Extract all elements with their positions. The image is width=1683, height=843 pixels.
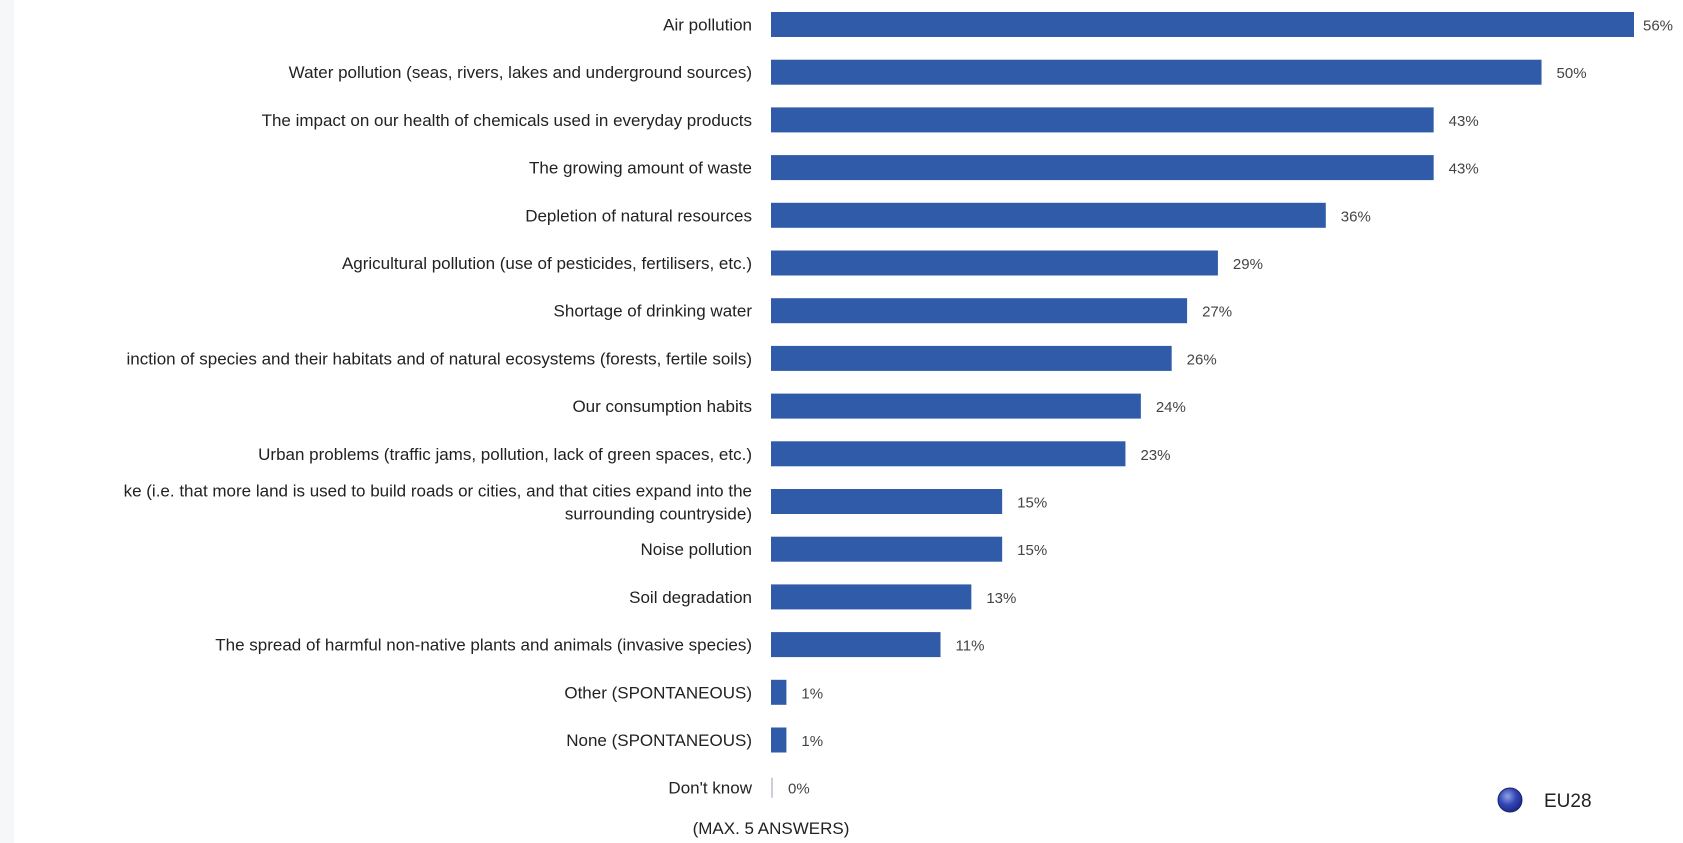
category-label: Noise pollution bbox=[640, 540, 752, 559]
bar bbox=[771, 251, 1218, 276]
value-label: 1% bbox=[801, 733, 823, 750]
bar bbox=[771, 632, 941, 657]
category-label: inction of species and their habitats an… bbox=[126, 349, 752, 368]
bar bbox=[771, 441, 1125, 466]
value-label: 13% bbox=[986, 590, 1016, 607]
category-label: Urban problems (traffic jams, pollution,… bbox=[258, 445, 752, 464]
footnote: (MAX. 5 ANSWERS) bbox=[693, 819, 850, 838]
category-label: Agricultural pollution (use of pesticide… bbox=[342, 254, 752, 273]
value-label: 26% bbox=[1187, 351, 1217, 368]
bar bbox=[771, 728, 786, 753]
value-label: 29% bbox=[1233, 256, 1263, 273]
category-label: The spread of harmful non-native plants … bbox=[215, 636, 752, 655]
bar bbox=[771, 155, 1434, 180]
legend-swatch-eu28 bbox=[1498, 788, 1522, 812]
category-label: The impact on our health of chemicals us… bbox=[262, 111, 752, 130]
category-label: None (SPONTANEOUS) bbox=[566, 731, 752, 750]
category-label: Other (SPONTANEOUS) bbox=[564, 683, 752, 702]
category-label: ke (i.e. that more land is used to build… bbox=[124, 482, 752, 524]
legend-label: EU28 bbox=[1544, 791, 1592, 812]
bar bbox=[771, 394, 1141, 419]
bar bbox=[771, 584, 971, 609]
bar bbox=[771, 298, 1187, 323]
value-label: 24% bbox=[1156, 399, 1186, 416]
value-label: 15% bbox=[1017, 495, 1047, 512]
bar bbox=[771, 537, 1002, 562]
legend: EU28 bbox=[1498, 788, 1592, 812]
category-label: Depletion of natural resources bbox=[525, 206, 752, 225]
bar bbox=[771, 203, 1326, 228]
value-label: 50% bbox=[1557, 65, 1587, 82]
chart-marks: Air pollution 56% Water pollution (seas, r… bbox=[124, 12, 1673, 798]
category-label: The growing amount of waste bbox=[529, 159, 752, 178]
value-label: 43% bbox=[1449, 113, 1479, 130]
bar bbox=[771, 107, 1434, 132]
category-label: Water pollution (seas, rivers, lakes and… bbox=[289, 63, 752, 82]
category-label: Our consumption habits bbox=[572, 397, 752, 416]
value-label: 11% bbox=[956, 638, 985, 655]
category-label: Air pollution bbox=[663, 16, 752, 35]
bar bbox=[771, 346, 1172, 371]
value-label: 43% bbox=[1449, 161, 1479, 178]
bar bbox=[771, 12, 1634, 37]
value-label: 27% bbox=[1202, 304, 1232, 321]
bar bbox=[771, 680, 786, 705]
bar bbox=[771, 60, 1542, 85]
value-label: 23% bbox=[1140, 447, 1170, 464]
category-label: Soil degradation bbox=[629, 588, 752, 607]
category-label-line: surrounding countryside) bbox=[565, 505, 752, 524]
bar bbox=[771, 489, 1002, 514]
value-label: 56% bbox=[1643, 18, 1673, 35]
category-label-line: ke (i.e. that more land is used to build… bbox=[124, 482, 752, 501]
category-label: Shortage of drinking water bbox=[554, 302, 753, 321]
category-label: Don't know bbox=[668, 779, 752, 798]
value-label: 36% bbox=[1341, 208, 1371, 225]
value-label: 1% bbox=[801, 685, 823, 702]
value-label: 15% bbox=[1017, 542, 1047, 559]
value-label: 0% bbox=[788, 781, 810, 798]
